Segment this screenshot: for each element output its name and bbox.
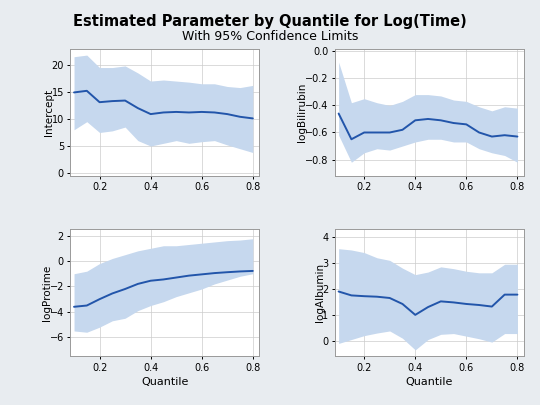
Y-axis label: logAlbumin: logAlbumin bbox=[314, 263, 325, 322]
Y-axis label: Intercept: Intercept bbox=[44, 89, 54, 136]
Text: Estimated Parameter by Quantile for Log(Time): Estimated Parameter by Quantile for Log(… bbox=[73, 14, 467, 29]
Y-axis label: logProtime: logProtime bbox=[42, 265, 52, 321]
X-axis label: Quantile: Quantile bbox=[141, 377, 188, 387]
Text: With 95% Confidence Limits: With 95% Confidence Limits bbox=[182, 30, 358, 43]
Y-axis label: logBilirubin: logBilirubin bbox=[298, 83, 307, 142]
X-axis label: Quantile: Quantile bbox=[406, 377, 453, 387]
